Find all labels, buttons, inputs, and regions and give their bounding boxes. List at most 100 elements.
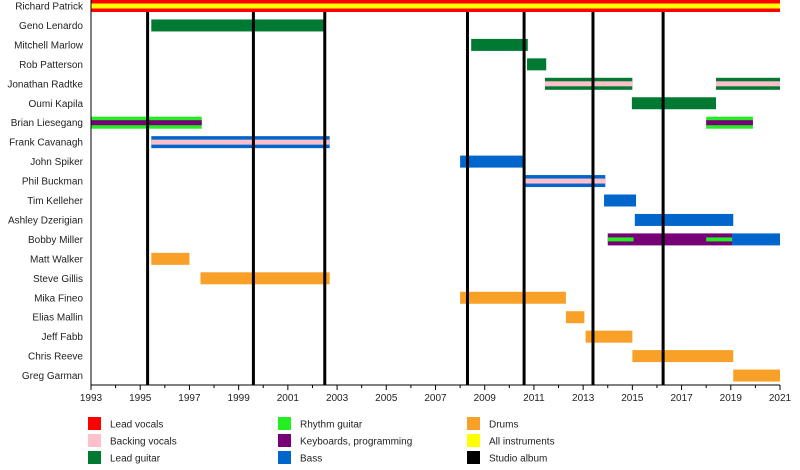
- legend-label: Lead vocals: [110, 420, 163, 431]
- bars-layer: [91, 0, 780, 382]
- member-name: Phil Buckman: [22, 177, 83, 188]
- legend-label: Studio album: [489, 454, 547, 465]
- legend-item: All instruments: [467, 434, 555, 448]
- member-name: Oumi Kapila: [29, 99, 84, 110]
- bar-stripe-backing_vocals: [524, 178, 606, 184]
- member-name: Brian Liesegang: [11, 118, 83, 129]
- member-name: Elias Mallin: [32, 313, 83, 324]
- member-bar: [460, 291, 566, 304]
- member-names: Richard Patrick Geno Lenardo Mitchell Marl…: [7, 2, 84, 383]
- bar-lead_guitar: [527, 58, 547, 71]
- member-name: Jonathan Radtke: [7, 79, 83, 90]
- legend-item: Studio album: [467, 451, 547, 465]
- member-name: Bobby Miller: [28, 235, 84, 246]
- legend-item: Bass: [278, 451, 322, 465]
- member-bar: [631, 97, 717, 110]
- legend-swatch: [467, 451, 480, 464]
- member-bar: [732, 233, 780, 246]
- bar-keyboards: [607, 233, 733, 246]
- legend-swatch: [88, 451, 101, 464]
- bar-drums: [200, 272, 330, 285]
- x-tick-label: 2009: [474, 393, 497, 404]
- bar-stripe-keyboards: [706, 120, 753, 126]
- member-bar: [634, 213, 734, 226]
- bar-stripe-rhythm_guitar: [607, 237, 634, 242]
- member-bar: [200, 272, 330, 285]
- x-tick-label: 2013: [572, 393, 595, 404]
- member-bar: [585, 330, 633, 343]
- legend-label: Bass: [300, 454, 322, 465]
- legend: Lead vocals Backing vocals Lead guitar Rhyt…: [88, 417, 555, 465]
- bar-stripe-backing_vocals: [151, 139, 330, 145]
- member-name: Steve Gillis: [33, 274, 83, 285]
- member-bar: [524, 175, 606, 188]
- x-tick-label: 2011: [523, 393, 545, 404]
- member-name: Rob Patterson: [19, 60, 83, 71]
- x-axis: 1993 1995 1997 1999 2001 2003 2005 2007 2009 2011…: [80, 0, 792, 404]
- studio-album-lines: [146, 12, 665, 385]
- member-name: Greg Garman: [22, 371, 83, 382]
- bar-stripe-backing_vocals: [716, 81, 780, 87]
- bar-lead_guitar: [471, 38, 528, 51]
- x-tick-label: 1997: [178, 393, 201, 404]
- member-bar: [545, 77, 633, 90]
- bar-stripe-all_instruments: [91, 3, 780, 9]
- member-bar: [604, 194, 637, 207]
- legend-swatch: [88, 417, 101, 430]
- x-tick-label: 2021: [769, 393, 792, 404]
- member-bar: [733, 369, 780, 382]
- bar-bass: [604, 194, 637, 207]
- x-tick-label: 1995: [129, 393, 152, 404]
- legend-item: Rhythm guitar: [278, 417, 363, 431]
- member-bar: [716, 77, 780, 90]
- legend-item: Lead vocals: [88, 417, 163, 431]
- x-tick-label: 2003: [326, 393, 349, 404]
- legend-label: Rhythm guitar: [300, 420, 363, 431]
- bar-drums: [733, 369, 780, 382]
- member-name: Chris Reeve: [28, 352, 83, 363]
- bar-drums: [585, 330, 633, 343]
- x-tick-label: 1999: [228, 393, 251, 404]
- member-bar: [471, 38, 528, 51]
- member-bar: [706, 116, 753, 129]
- bar-stripe-backing_vocals: [545, 81, 633, 87]
- bar-drums: [565, 311, 585, 324]
- bar-bass: [732, 233, 780, 246]
- member-bar: [151, 136, 330, 149]
- x-tick-label: 2007: [424, 393, 447, 404]
- x-tick-label: 2001: [277, 393, 300, 404]
- member-bar: [91, 0, 780, 12]
- legend-label: Drums: [489, 420, 518, 431]
- member-name: Tim Kelleher: [27, 196, 83, 207]
- x-tick-label: 2017: [670, 393, 693, 404]
- bar-lead_guitar: [631, 97, 717, 110]
- x-tick-label: 2015: [621, 393, 644, 404]
- member-bar: [460, 155, 525, 168]
- legend-item: Lead guitar: [88, 451, 161, 465]
- legend-swatch: [278, 451, 291, 464]
- x-tick-label: 2005: [375, 393, 398, 404]
- member-name: Ashley Dzerigian: [8, 215, 83, 226]
- bar-lead_guitar: [151, 19, 325, 32]
- member-name: Mitchell Marlow: [14, 40, 84, 51]
- member-bar: [151, 19, 325, 32]
- x-tick-label: 2019: [720, 393, 743, 404]
- member-bar: [632, 350, 734, 363]
- member-bar: [607, 233, 733, 246]
- x-tick-label: 1993: [80, 393, 103, 404]
- legend-label: Lead guitar: [110, 454, 161, 465]
- legend-item: Backing vocals: [88, 434, 177, 448]
- member-bar: [151, 252, 190, 265]
- legend-swatch: [88, 434, 101, 447]
- bar-stripe-rhythm_guitar: [706, 237, 733, 242]
- legend-swatch: [467, 417, 480, 430]
- member-name: Mika Fineo: [34, 293, 83, 304]
- member-name: Richard Patrick: [15, 2, 84, 13]
- member-name: John Spiker: [30, 157, 83, 168]
- bar-drums: [632, 350, 734, 363]
- bar-drums: [151, 252, 190, 265]
- legend-label: All instruments: [489, 437, 555, 448]
- member-name: Geno Lenardo: [19, 21, 83, 32]
- bar-bass: [460, 155, 525, 168]
